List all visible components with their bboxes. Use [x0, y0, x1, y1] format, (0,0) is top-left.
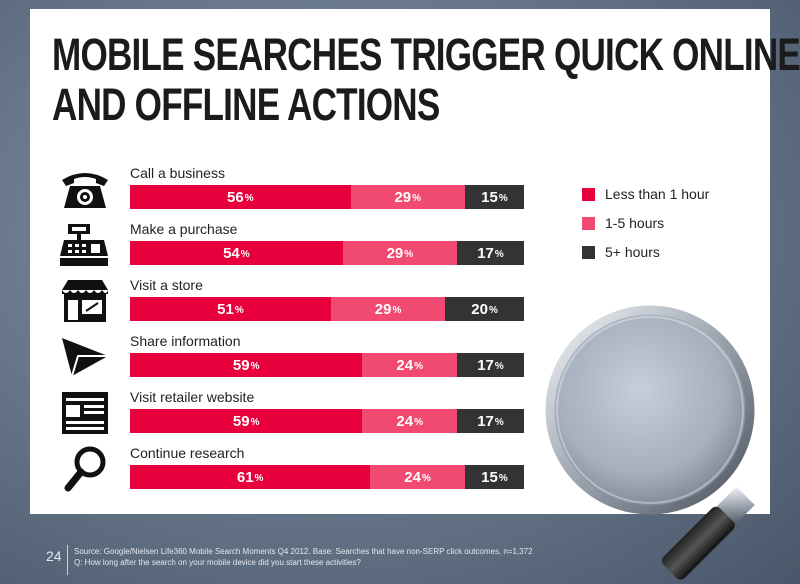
bar-segment: 29%: [342, 241, 457, 265]
stacked-bar: 51% 29% 20%: [130, 297, 524, 321]
data-label: 15: [481, 468, 498, 486]
data-label: 61: [236, 468, 254, 486]
legend-label: 5+ hours: [605, 244, 660, 260]
footer-source: Source: Google/Nielsen Life360 Mobile Se…: [74, 547, 533, 556]
data-label-unit: %: [421, 473, 431, 484]
page-title: MOBILE SEARCHES TRIGGER QUICK ONLINE AND…: [52, 30, 800, 130]
data-label-unit: %: [404, 249, 414, 260]
bar-segment: 15%: [464, 185, 524, 209]
category-label: Share information: [130, 333, 241, 349]
bar-segment: 17%: [457, 353, 524, 377]
bar-segment: 17%: [457, 241, 524, 265]
legend-item: 5+ hours: [582, 244, 660, 260]
data-label-unit: %: [414, 361, 424, 372]
bar-segment: 24%: [362, 409, 457, 433]
data-label: 59: [232, 412, 250, 430]
data-label: 24: [396, 356, 414, 374]
category-label: Visit retailer website: [130, 389, 255, 405]
data-label-unit: %: [250, 361, 260, 372]
cash-register-icon: [58, 222, 112, 268]
legend-swatch: [582, 187, 595, 201]
stacked-bar: 56% 29% 15%: [130, 185, 524, 209]
data-label: 17: [477, 412, 494, 430]
data-label: 15: [481, 188, 498, 206]
webpage-icon: [58, 390, 112, 436]
footer-divider: [67, 545, 68, 575]
legend-label: 1-5 hours: [605, 215, 665, 231]
category-label: Make a purchase: [130, 221, 238, 237]
bar-segment: 54%: [130, 241, 343, 265]
footer-question: Q: How long after the search on your mob…: [74, 558, 361, 567]
data-label: 56: [227, 188, 244, 206]
data-label: 17: [477, 356, 494, 374]
data-label: 17: [477, 244, 494, 262]
data-label: 24: [404, 468, 421, 486]
stacked-bar: 54% 29% 17%: [130, 241, 524, 265]
bar-segment: 56%: [130, 185, 351, 209]
category-label: Call a business: [130, 165, 225, 181]
category-label: Continue research: [130, 445, 245, 461]
title-line-1: MOBILE SEARCHES TRIGGER QUICK ONLINE: [52, 29, 800, 80]
magnifying-glass-decoration: [545, 305, 755, 580]
bar-segment: 29%: [350, 185, 465, 209]
data-label: 51: [217, 300, 234, 318]
category-label: Visit a store: [130, 277, 203, 293]
bar-segment: 59%: [130, 353, 363, 377]
data-label-unit: %: [412, 193, 422, 204]
data-label-unit: %: [494, 249, 504, 260]
data-label-unit: %: [244, 193, 254, 204]
data-label-unit: %: [414, 417, 424, 428]
title-line-2: AND OFFLINE ACTIONS: [52, 79, 440, 130]
data-label-unit: %: [494, 417, 504, 428]
data-label: 20: [471, 300, 488, 318]
magnifying-glass-icon: [58, 446, 112, 492]
bar-segment: 59%: [130, 409, 363, 433]
bar-segment: 51%: [130, 297, 331, 321]
data-label: 29: [374, 300, 392, 318]
data-label-unit: %: [234, 305, 244, 316]
data-label-unit: %: [240, 249, 250, 260]
bar-segment: 17%: [457, 409, 524, 433]
data-label-unit: %: [392, 305, 402, 316]
bar-segment: 24%: [370, 465, 465, 489]
data-label-unit: %: [488, 305, 498, 316]
legend-swatch: [582, 216, 595, 230]
data-label-unit: %: [250, 417, 260, 428]
bar-segment: 24%: [362, 353, 457, 377]
legend-item: 1-5 hours: [582, 215, 664, 231]
data-label: 29: [394, 188, 412, 206]
bar-segment: 61%: [130, 465, 371, 489]
data-label: 24: [396, 412, 414, 430]
legend-swatch: [582, 245, 595, 259]
data-label: 29: [386, 244, 404, 262]
paper-plane-icon: [58, 334, 112, 380]
legend-label: Less than 1 hour: [605, 186, 710, 202]
data-label-unit: %: [498, 473, 508, 484]
data-label-unit: %: [498, 193, 508, 204]
legend-item: Less than 1 hour: [582, 186, 709, 202]
stacked-bar: 61% 24% 15%: [130, 465, 524, 489]
data-label-unit: %: [254, 473, 264, 484]
stacked-bar: 59% 24% 17%: [130, 409, 524, 433]
data-label-unit: %: [494, 361, 504, 372]
bar-segment: 15%: [464, 465, 524, 489]
data-label: 54: [223, 244, 240, 262]
bar-segment: 20%: [445, 297, 524, 321]
storefront-icon: [58, 278, 112, 324]
bar-segment: 29%: [330, 297, 446, 321]
stacked-bar: 59% 24% 17%: [130, 353, 524, 377]
footer-text: Source: Google/Nielsen Life360 Mobile Se…: [74, 546, 634, 568]
telephone-icon: [58, 166, 112, 212]
data-label: 59: [232, 356, 250, 374]
page-number: 24: [46, 548, 62, 564]
